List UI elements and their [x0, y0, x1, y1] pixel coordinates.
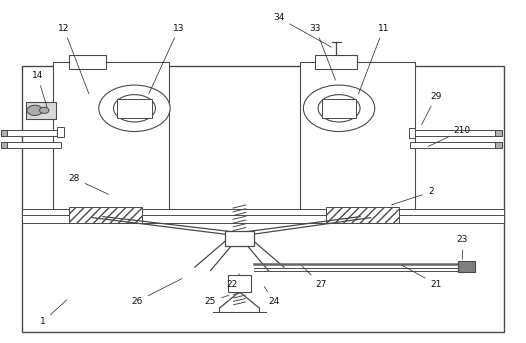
Text: 1: 1	[40, 300, 67, 326]
Bar	[22, 66, 504, 332]
Circle shape	[39, 107, 49, 114]
Bar	[1, 130, 7, 135]
Text: 29: 29	[422, 92, 442, 125]
Bar	[26, 102, 56, 119]
Bar	[458, 261, 475, 272]
Bar	[69, 55, 106, 69]
Text: 21: 21	[402, 265, 442, 289]
Text: 210: 210	[428, 126, 471, 146]
Bar	[69, 207, 143, 223]
Text: 34: 34	[273, 13, 331, 47]
Bar	[322, 99, 357, 118]
Bar	[53, 62, 168, 213]
Bar	[1, 142, 7, 148]
Text: 22: 22	[226, 274, 239, 289]
Text: 11: 11	[358, 24, 389, 94]
Bar	[1, 142, 61, 148]
Text: 14: 14	[32, 71, 47, 107]
Text: 25: 25	[205, 295, 229, 306]
Bar	[22, 215, 504, 223]
Text: 28: 28	[68, 174, 108, 194]
Bar	[410, 142, 502, 148]
Bar	[495, 142, 502, 148]
Bar	[495, 130, 502, 135]
Bar	[228, 275, 251, 292]
Bar	[1, 130, 61, 135]
Bar	[117, 99, 152, 118]
Circle shape	[304, 85, 375, 131]
Bar	[326, 207, 399, 223]
Text: 26: 26	[132, 279, 182, 306]
Text: 27: 27	[302, 266, 327, 289]
Text: 23: 23	[457, 235, 468, 259]
Bar	[22, 209, 504, 216]
Circle shape	[27, 105, 43, 116]
Circle shape	[99, 85, 170, 131]
Text: 2: 2	[391, 188, 434, 205]
Text: 13: 13	[149, 24, 185, 94]
Bar	[316, 55, 358, 69]
Bar	[410, 130, 502, 135]
Text: 24: 24	[265, 287, 279, 306]
Bar	[300, 62, 415, 213]
Text: 12: 12	[58, 24, 89, 94]
Bar	[409, 128, 415, 138]
Text: 33: 33	[310, 24, 336, 80]
Bar	[225, 230, 254, 246]
Bar	[57, 127, 64, 137]
